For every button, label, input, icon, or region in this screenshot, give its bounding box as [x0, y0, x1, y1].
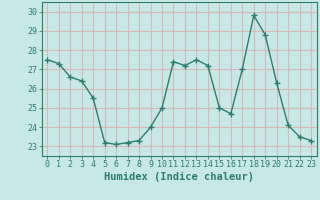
X-axis label: Humidex (Indice chaleur): Humidex (Indice chaleur): [104, 172, 254, 182]
